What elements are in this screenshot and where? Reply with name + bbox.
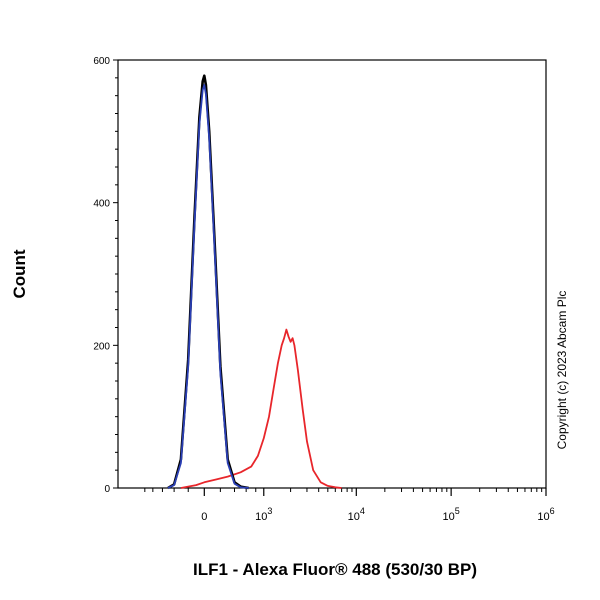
y-tick-label: 0 bbox=[104, 484, 110, 495]
y-axis-ticks: 0 200 400 600 bbox=[93, 56, 118, 495]
series-line-0 bbox=[180, 328, 342, 489]
series-line-2 bbox=[167, 84, 249, 489]
x-tick-base: 10 bbox=[348, 511, 360, 523]
x-tick-label: 0 bbox=[201, 511, 207, 523]
y-tick-label: 400 bbox=[93, 199, 110, 210]
x-tick-base: 10 bbox=[255, 511, 267, 523]
x-tick-exponent: 4 bbox=[360, 506, 365, 516]
x-axis-ticks: 0 103 104 105 106 bbox=[144, 488, 555, 523]
y-tick-label: 600 bbox=[93, 56, 110, 67]
copyright-annotation: Copyright (c) 2023 Abcam Plc bbox=[555, 291, 569, 450]
series-layer bbox=[167, 74, 342, 490]
x-tick-label: 106 bbox=[537, 506, 554, 523]
x-tick-base: 0 bbox=[201, 511, 207, 523]
x-tick-label: 105 bbox=[443, 506, 460, 523]
x-axis-title: ILF1 - Alexa Fluor® 488 (530/30 BP) bbox=[193, 560, 477, 579]
x-tick-label: 103 bbox=[255, 506, 272, 523]
x-tick-base: 10 bbox=[537, 511, 549, 523]
x-tick-exponent: 5 bbox=[455, 506, 460, 516]
x-tick-base: 10 bbox=[443, 511, 455, 523]
plot-frame bbox=[117, 59, 547, 489]
x-tick-exponent: 3 bbox=[267, 506, 272, 516]
x-tick-exponent: 6 bbox=[550, 506, 555, 516]
y-tick-label: 200 bbox=[93, 341, 110, 352]
x-tick-label: 104 bbox=[348, 506, 365, 523]
y-axis-title: Count bbox=[10, 249, 29, 298]
